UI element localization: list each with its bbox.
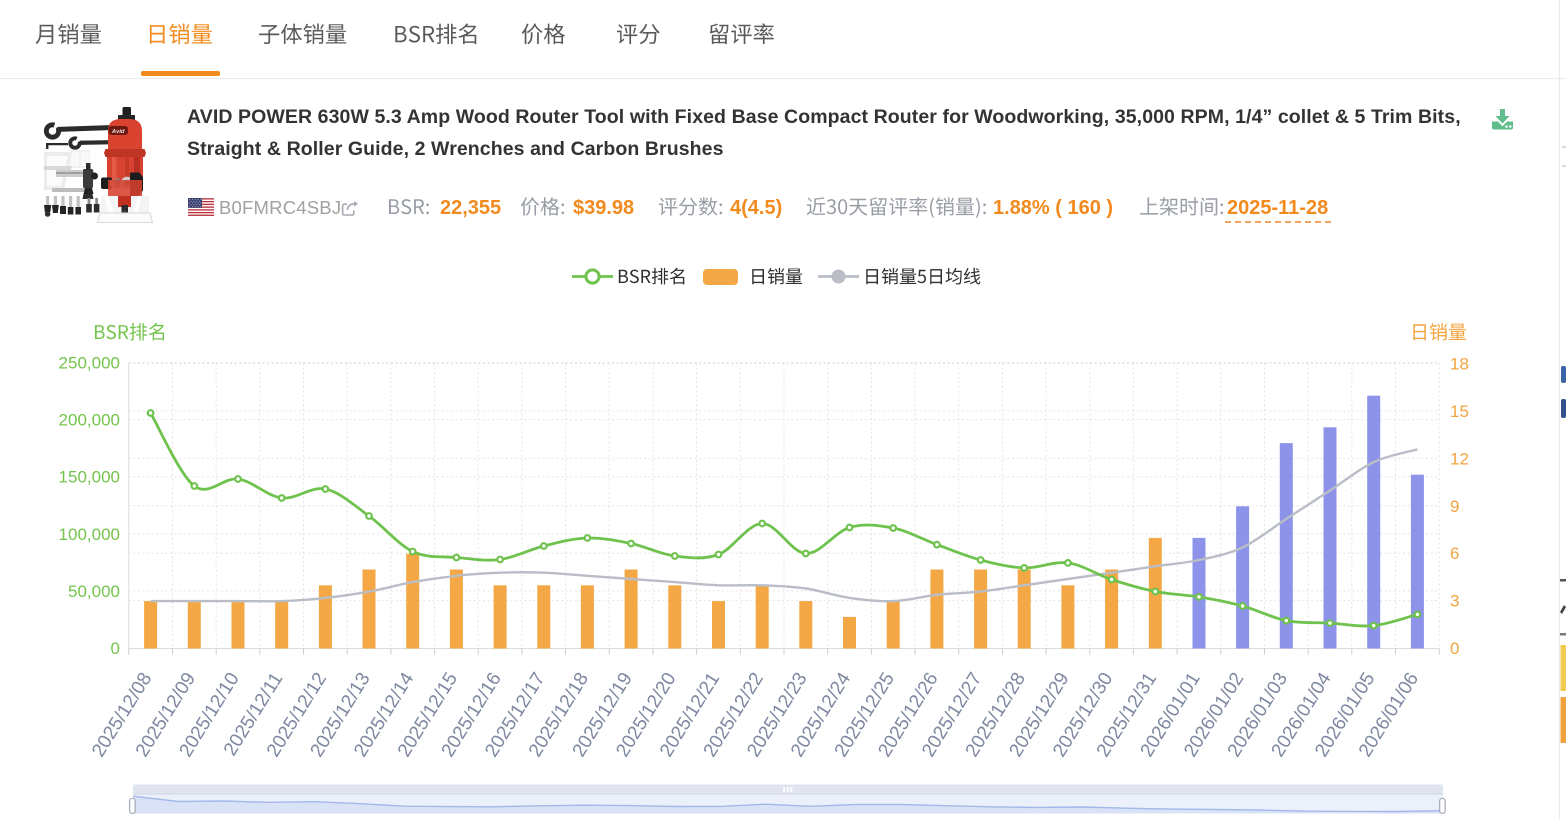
svg-text:Avid: Avid	[111, 129, 125, 135]
svg-text:100,000: 100,000	[59, 525, 120, 544]
svg-text:200,000: 200,000	[59, 411, 120, 430]
svg-text:3: 3	[1450, 592, 1459, 611]
svg-text:15: 15	[1450, 402, 1469, 421]
svg-text:150,000: 150,000	[59, 468, 120, 487]
svg-text:9: 9	[1450, 497, 1459, 516]
svg-text:0: 0	[111, 639, 120, 658]
svg-text:50,000: 50,000	[68, 582, 120, 601]
svg-text:6: 6	[1450, 544, 1459, 563]
svg-text:0: 0	[1450, 639, 1459, 658]
svg-text:12: 12	[1450, 449, 1469, 468]
svg-text:250,000: 250,000	[59, 354, 120, 373]
svg-text:18: 18	[1450, 355, 1469, 374]
